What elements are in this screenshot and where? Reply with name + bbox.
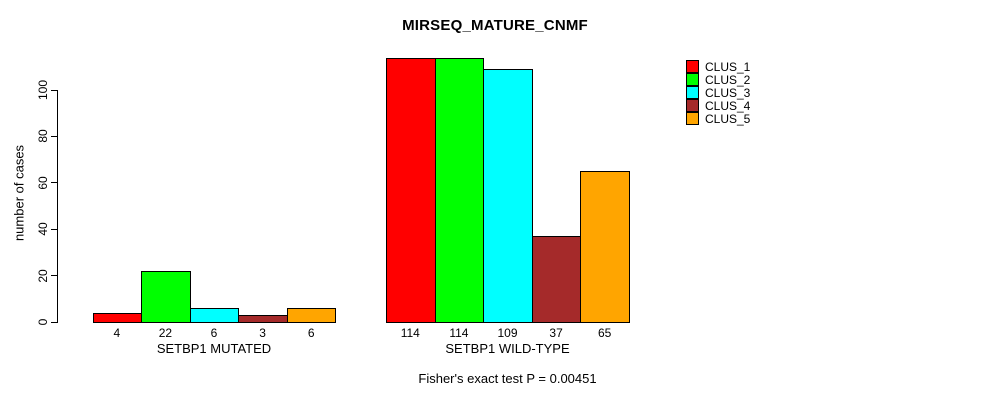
y-axis-tick: [50, 89, 58, 91]
y-axis-tick: [50, 275, 58, 277]
legend-color-swatch: [686, 60, 699, 73]
legend-item: CLUS_1: [686, 59, 751, 74]
category-label-mutated: SETBP1 MUTATED: [156, 341, 272, 356]
legend-item: CLUS_3: [686, 85, 751, 100]
legend-color-swatch: [686, 112, 699, 125]
y-axis-tick-label: 40: [36, 222, 50, 236]
legend-item-label: CLUS_1: [705, 59, 751, 74]
y-axis-tick-label: 20: [36, 268, 50, 283]
bar-clus_3-wildtype: [483, 69, 533, 323]
legend-item: CLUS_5: [686, 111, 751, 126]
y-axis-tick: [50, 135, 58, 137]
legend-color-swatch: [686, 73, 699, 86]
bar-value-label: 22: [158, 326, 173, 340]
legend-item-label: CLUS_5: [705, 111, 751, 126]
bar-clus_4-mutated: [238, 315, 288, 323]
bar-clus_5-mutated: [286, 308, 337, 323]
bar-clus_1-mutated: [92, 313, 143, 323]
y-axis-tick: [50, 228, 58, 230]
bar-clus_1-wildtype: [386, 58, 436, 323]
bar-clus_2-mutated: [141, 271, 191, 323]
legend-item-label: CLUS_3: [705, 85, 751, 100]
y-axis-tick-label: 0: [36, 318, 50, 326]
legend-color-swatch: [686, 86, 699, 99]
bar-clus_2-wildtype: [434, 58, 485, 323]
category-label-wildtype: SETBP1 WILD-TYPE: [445, 341, 570, 356]
legend-item: CLUS_2: [686, 72, 751, 87]
legend-item: CLUS_4: [686, 98, 751, 113]
bar-value-label: 6: [210, 326, 218, 340]
chart-title: MIRSEQ_MATURE_CNMF: [402, 17, 588, 34]
y-axis-line: [57, 90, 58, 323]
bar-value-label: 114: [449, 326, 469, 340]
bar-value-label: 6: [307, 326, 315, 340]
bar-value-label: 114: [400, 326, 420, 340]
bar-value-label: 65: [598, 326, 612, 340]
legend: CLUS_1 CLUS_2 CLUS_3 CLUS_4 CLUS_5: [686, 59, 751, 126]
y-axis-tick: [50, 321, 58, 323]
y-axis-tick-label: 80: [36, 129, 50, 144]
bar-value-label: 3: [259, 326, 266, 340]
legend-color-swatch: [686, 99, 699, 112]
y-axis-tick-label: 100: [36, 79, 50, 101]
fisher-test-annotation: Fisher's exact test P = 0.00451: [418, 371, 597, 386]
bar-clus_4-wildtype: [531, 236, 582, 323]
bar-clus_5-wildtype: [580, 171, 630, 323]
bar-clus_3-mutated: [189, 308, 240, 323]
legend-item-label: CLUS_4: [705, 98, 751, 113]
bar-value-label: 109: [497, 326, 518, 340]
y-axis-tick-label: 60: [36, 176, 50, 190]
legend-item-label: CLUS_2: [705, 72, 751, 87]
bar-value-label: 4: [113, 326, 121, 340]
bar-value-label: 37: [549, 326, 563, 340]
y-axis-tick: [50, 182, 58, 184]
